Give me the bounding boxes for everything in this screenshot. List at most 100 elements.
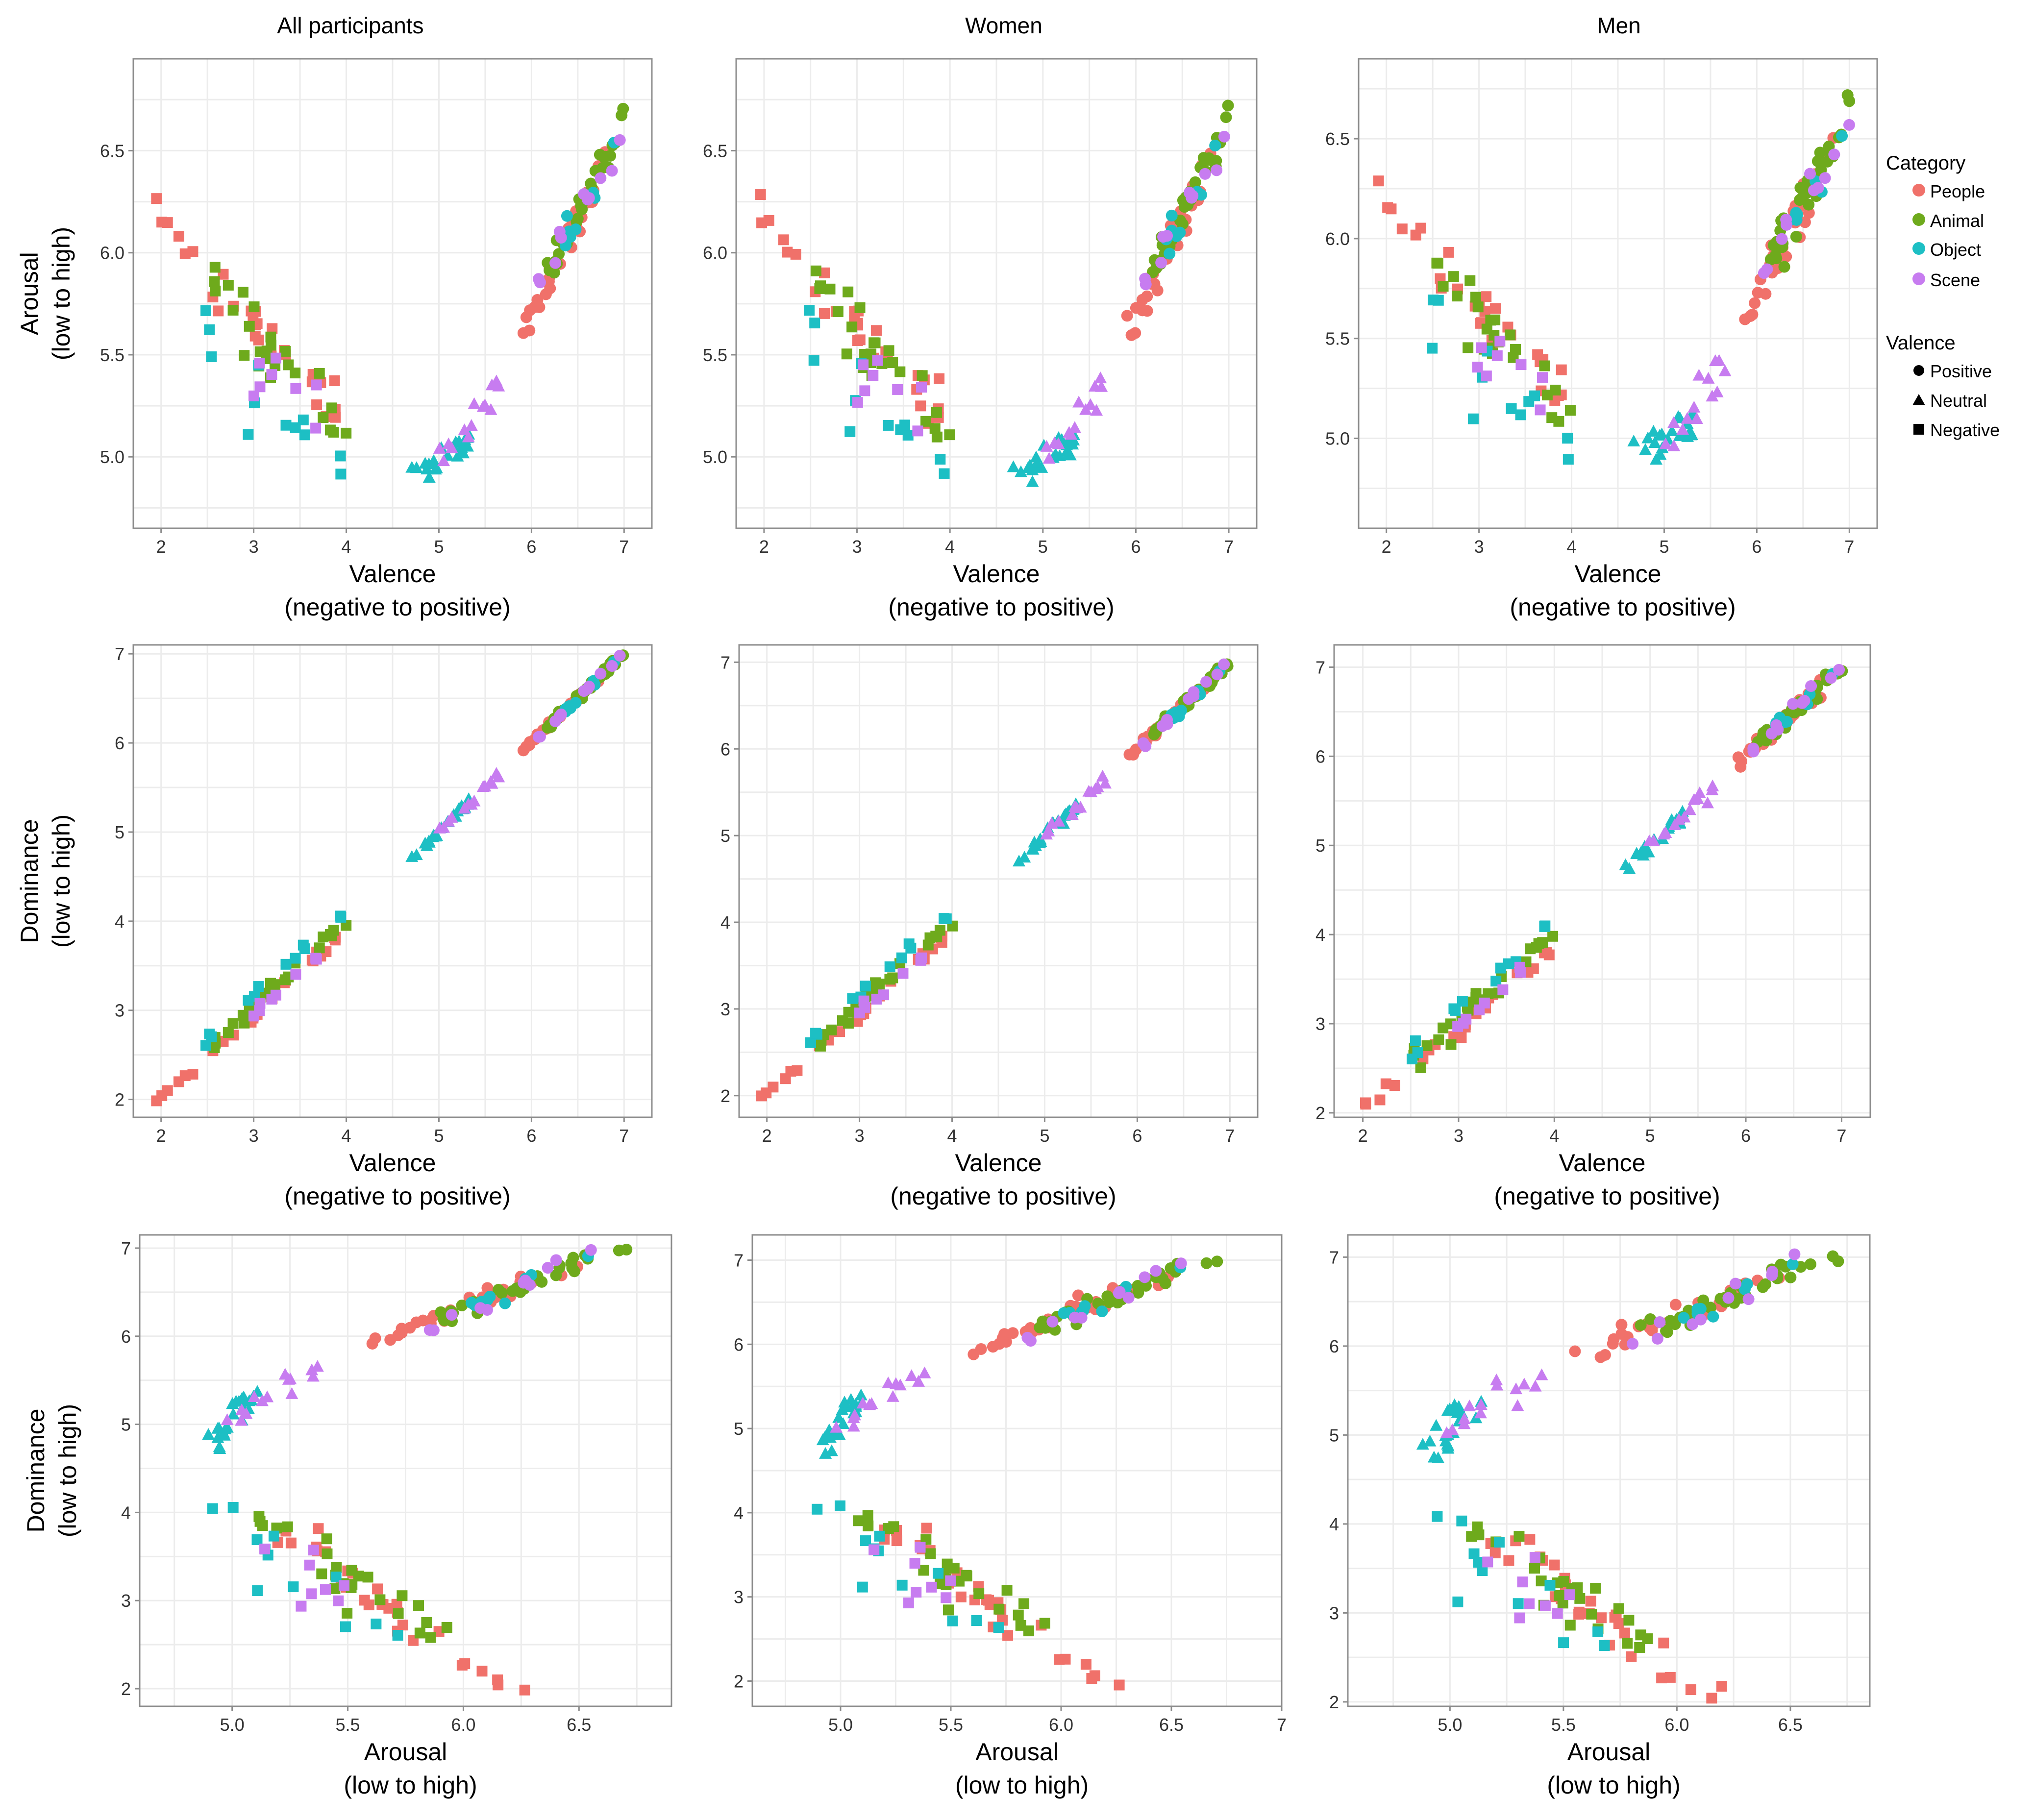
- point-scene-neg: [872, 355, 883, 366]
- point-scene-pos: [585, 1244, 597, 1256]
- point-object-pos: [1175, 704, 1188, 716]
- y-tick-label: 6: [115, 733, 124, 753]
- point-scene-pos: [606, 660, 618, 672]
- point-people-neg: [267, 323, 278, 334]
- point-scene-pos: [1780, 214, 1792, 226]
- point-object-neu: [1647, 424, 1660, 437]
- point-object-neg: [1563, 454, 1574, 465]
- point-scene-neu: [1074, 801, 1087, 813]
- point-scene-pos: [1139, 272, 1151, 285]
- point-animal-pos: [616, 109, 628, 122]
- col-title-all: All participants: [277, 13, 423, 38]
- point-animal-neg: [1463, 342, 1474, 353]
- point-scene-neu: [1706, 783, 1719, 795]
- point-animal-pos: [565, 1257, 577, 1269]
- point-object-neu: [1013, 855, 1026, 867]
- y-tick-label: 3: [115, 1001, 124, 1021]
- x-tick-label: 3: [249, 537, 259, 557]
- point-animal-pos: [1790, 231, 1802, 243]
- point-animal-neg: [1529, 1563, 1540, 1574]
- point-object-neg: [335, 910, 346, 922]
- point-scene-neg: [1529, 1552, 1540, 1563]
- point-animal-neg: [1438, 281, 1449, 292]
- point-scene-neu: [1066, 808, 1079, 820]
- point-animal-neg: [321, 1533, 332, 1545]
- point-object-pos: [1707, 1310, 1719, 1323]
- point-scene-neg: [941, 1592, 952, 1603]
- point-people-neg: [313, 1523, 324, 1534]
- point-scene-pos: [1787, 698, 1799, 710]
- point-people-neg: [1373, 175, 1384, 187]
- point-scene-pos: [1776, 233, 1788, 245]
- point-scene-neu: [1052, 814, 1066, 827]
- point-scene-neu: [285, 1387, 298, 1399]
- point-people-neg: [1374, 1094, 1386, 1106]
- y-tick-label: 2: [1315, 1103, 1325, 1123]
- legend-category-title: Category: [1886, 152, 1965, 174]
- point-scene-neg: [270, 352, 281, 364]
- point-animal-pos: [506, 1285, 519, 1297]
- x-tick-label: 5: [1645, 1126, 1655, 1146]
- point-animal-pos: [1220, 111, 1232, 123]
- point-object-neu: [1627, 434, 1640, 446]
- point-object-neu: [1026, 475, 1039, 487]
- point-object-neu: [1639, 443, 1652, 455]
- point-animal-neg: [1470, 292, 1482, 303]
- point-scene-pos: [1150, 1265, 1162, 1277]
- x-axis-sublabel: (negative to positive): [888, 593, 1114, 621]
- x-tick-label: 7: [1836, 1126, 1846, 1146]
- point-object-neu: [419, 836, 432, 849]
- point-scene-neg: [1491, 350, 1503, 361]
- point-animal-neg: [1464, 275, 1476, 286]
- y-tick-label: 6: [734, 1334, 744, 1354]
- point-scene-pos: [1075, 1312, 1088, 1324]
- point-object-pos: [1164, 247, 1176, 260]
- y-axis-sublabel: (low to high): [54, 1404, 81, 1537]
- point-people-neg: [383, 1602, 395, 1614]
- plot-frame: [132, 58, 653, 529]
- point-object-neg: [392, 1630, 403, 1641]
- point-scene-neu: [1535, 1368, 1548, 1380]
- point-people-neg: [1524, 1534, 1536, 1545]
- point-animal-neg: [237, 287, 248, 298]
- point-people-neg: [1503, 1555, 1514, 1566]
- point-object-neg: [227, 1502, 239, 1513]
- point-people-neg: [1360, 1097, 1371, 1108]
- point-scene-neg: [338, 1580, 349, 1591]
- point-people-pos: [1569, 1345, 1581, 1357]
- point-object-neg: [860, 981, 871, 992]
- point-people-pos: [410, 1316, 422, 1328]
- point-scene-neg: [859, 385, 870, 396]
- x-tick-label: 5.0: [1438, 1715, 1462, 1735]
- point-people-neg: [785, 1066, 796, 1077]
- point-people-pos: [1072, 1289, 1084, 1302]
- point-scene-neu: [1647, 834, 1660, 846]
- point-object-neu: [1030, 456, 1043, 468]
- point-object-neu: [410, 848, 423, 861]
- point-people-neg: [1396, 223, 1408, 235]
- point-animal-neg: [883, 345, 894, 356]
- point-scene-neg: [1524, 1598, 1535, 1609]
- point-animal-neg: [961, 1571, 972, 1582]
- point-people-neg: [1114, 1679, 1125, 1691]
- y-tick-label: 4: [734, 1503, 744, 1523]
- point-scene-pos: [1825, 672, 1837, 684]
- point-animal-neg: [815, 1040, 826, 1052]
- point-scene-neu: [1079, 403, 1092, 415]
- point-scene-pos: [532, 273, 545, 285]
- plot-frame: [1347, 1234, 1871, 1707]
- point-animal-pos: [596, 162, 609, 174]
- point-scene-pos: [1788, 1248, 1801, 1260]
- x-tick-label: 6.5: [1778, 1715, 1803, 1735]
- point-people-pos: [540, 288, 552, 300]
- plot-frame: [735, 58, 1258, 529]
- point-scene-neu: [1667, 439, 1681, 451]
- point-people-neg: [782, 246, 793, 258]
- point-object-neg: [896, 1579, 908, 1591]
- point-scene-neu: [1702, 371, 1715, 384]
- point-object-pos: [499, 1297, 511, 1309]
- y-tick-label: 5: [1329, 1425, 1339, 1445]
- point-animal-neg: [917, 370, 928, 381]
- point-animal-neg: [244, 320, 255, 332]
- point-animal-pos: [1660, 1325, 1672, 1337]
